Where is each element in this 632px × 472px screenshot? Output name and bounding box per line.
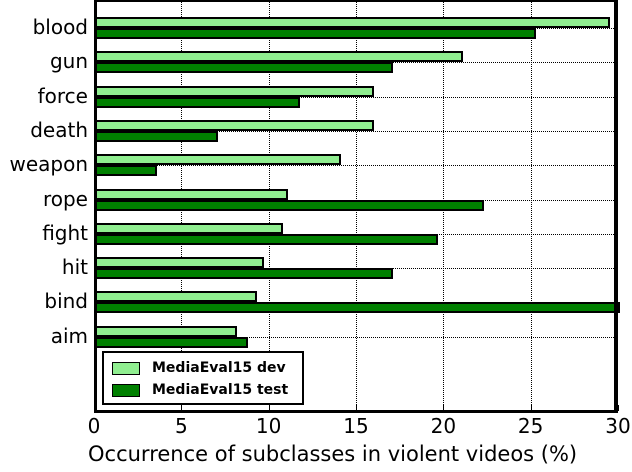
x-tick-mark bbox=[268, 405, 270, 411]
x-tick-label: 0 bbox=[87, 414, 101, 438]
y-tick-label-force: force bbox=[37, 83, 88, 108]
y-tick-label-rope: rope bbox=[42, 186, 88, 211]
x-tick-label: 5 bbox=[174, 414, 188, 438]
y-gridline bbox=[94, 130, 618, 132]
x-tick-label: 10 bbox=[255, 414, 282, 438]
x-tick-mark bbox=[94, 405, 95, 411]
y-gridline bbox=[94, 96, 618, 98]
legend-label-test: MediaEval15 test bbox=[152, 382, 289, 398]
y-gridline bbox=[94, 336, 618, 338]
y-tick-label-bind: bind bbox=[44, 289, 88, 314]
x-tick-mark bbox=[618, 405, 619, 411]
x-tick-label: 30 bbox=[605, 414, 631, 438]
x-tick-label: 15 bbox=[343, 414, 369, 438]
y-tick-label-hit: hit bbox=[61, 255, 88, 280]
x-tick-label: 20 bbox=[430, 414, 457, 438]
x-gridline bbox=[530, 0, 532, 413]
x-tick-mark bbox=[356, 405, 357, 411]
y-tick-label-weapon: weapon bbox=[9, 152, 88, 177]
y-tick-label-blood: blood bbox=[32, 15, 88, 39]
y-tick-label-gun: gun bbox=[49, 49, 88, 74]
x-tick-mark bbox=[443, 405, 445, 411]
legend-swatch-dev bbox=[112, 361, 140, 375]
x-axis-title: Occurrence of subclasses in violent vide… bbox=[88, 442, 578, 466]
y-tick-label-aim: aim bbox=[50, 323, 88, 348]
plot-area bbox=[94, 0, 618, 413]
x-tick-label: 25 bbox=[517, 414, 544, 438]
legend-label-dev: MediaEval15 dev bbox=[152, 360, 286, 376]
y-gridline bbox=[94, 165, 618, 167]
x-tick-mark bbox=[530, 405, 532, 411]
legend: MediaEval15 dev MediaEval15 test bbox=[102, 351, 304, 405]
y-tick-label-death: death bbox=[30, 117, 88, 142]
legend-swatch-test bbox=[112, 383, 140, 397]
legend-item-dev: MediaEval15 dev bbox=[112, 359, 286, 377]
legend-item-test: MediaEval15 test bbox=[112, 381, 288, 399]
y-tick-label-fight: fight bbox=[42, 220, 88, 245]
x-tick-mark bbox=[181, 405, 183, 411]
